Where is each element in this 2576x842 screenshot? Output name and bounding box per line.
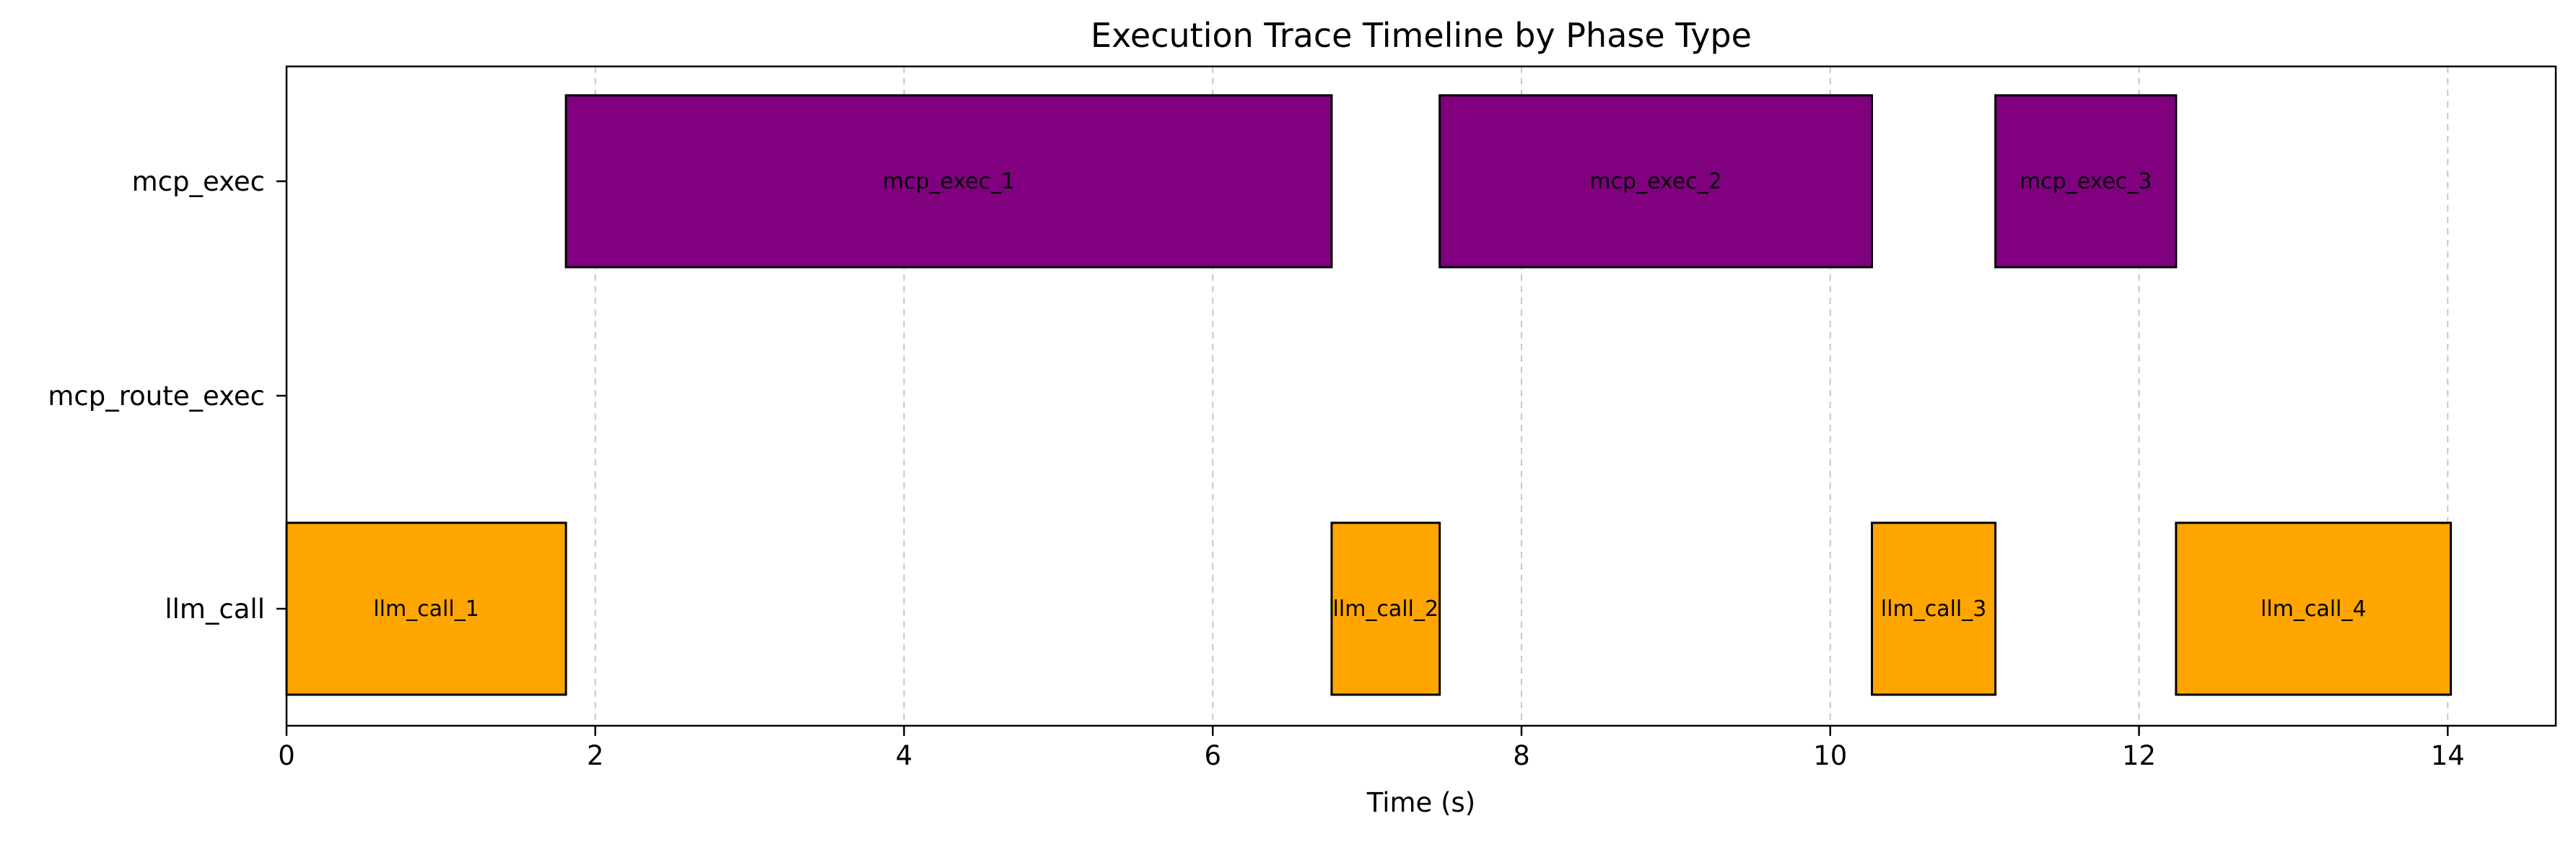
bar-label: llm_call_4	[2261, 596, 2367, 622]
bar-llm-call-2	[1330, 521, 1441, 696]
bar-label: llm_call_3	[1881, 596, 1987, 622]
bar-mcp-exec-1	[564, 94, 1333, 269]
bar-labels: llm_call_1 mcp_exec_1 llm_call_2 mcp_exec_2…	[373, 169, 2366, 622]
bar-label: mcp_exec_1	[883, 169, 1016, 194]
y-tick-label: llm_call	[165, 594, 265, 625]
x-axis-ticks: 0 2 4 6 8 10 12 14	[278, 726, 2465, 771]
bars	[285, 94, 2453, 696]
x-tick-label: 14	[2431, 740, 2465, 771]
x-tick-label: 12	[2122, 740, 2156, 771]
x-tick-label: 8	[1513, 740, 1530, 771]
bar-llm-call-3	[1871, 521, 1997, 696]
bar-mcp-exec-3	[1994, 94, 2178, 269]
x-tick-label: 6	[1204, 740, 1221, 771]
y-tick-label: mcp_route_exec	[48, 381, 265, 412]
y-axis-ticks: mcp_exec mcp_route_exec llm_call	[48, 166, 287, 625]
bar-label: mcp_exec_2	[1589, 169, 1722, 194]
y-tick-label: mcp_exec	[132, 166, 265, 197]
x-tick-label: 4	[896, 740, 913, 771]
x-axis-label: Time (s)	[1366, 787, 1475, 818]
x-tick-label: 2	[587, 740, 604, 771]
bar-llm-call-4	[2175, 521, 2453, 696]
x-tick-label: 0	[278, 740, 295, 771]
bar-label: llm_call_2	[1333, 596, 1439, 622]
bar-mcp-exec-2	[1438, 94, 1874, 269]
bar-label: llm_call_1	[373, 596, 479, 622]
x-tick-label: 10	[1813, 740, 1847, 771]
chart-title: Execution Trace Timeline by Phase Type	[1091, 16, 1752, 55]
bar-label: mcp_exec_3	[2020, 169, 2152, 194]
